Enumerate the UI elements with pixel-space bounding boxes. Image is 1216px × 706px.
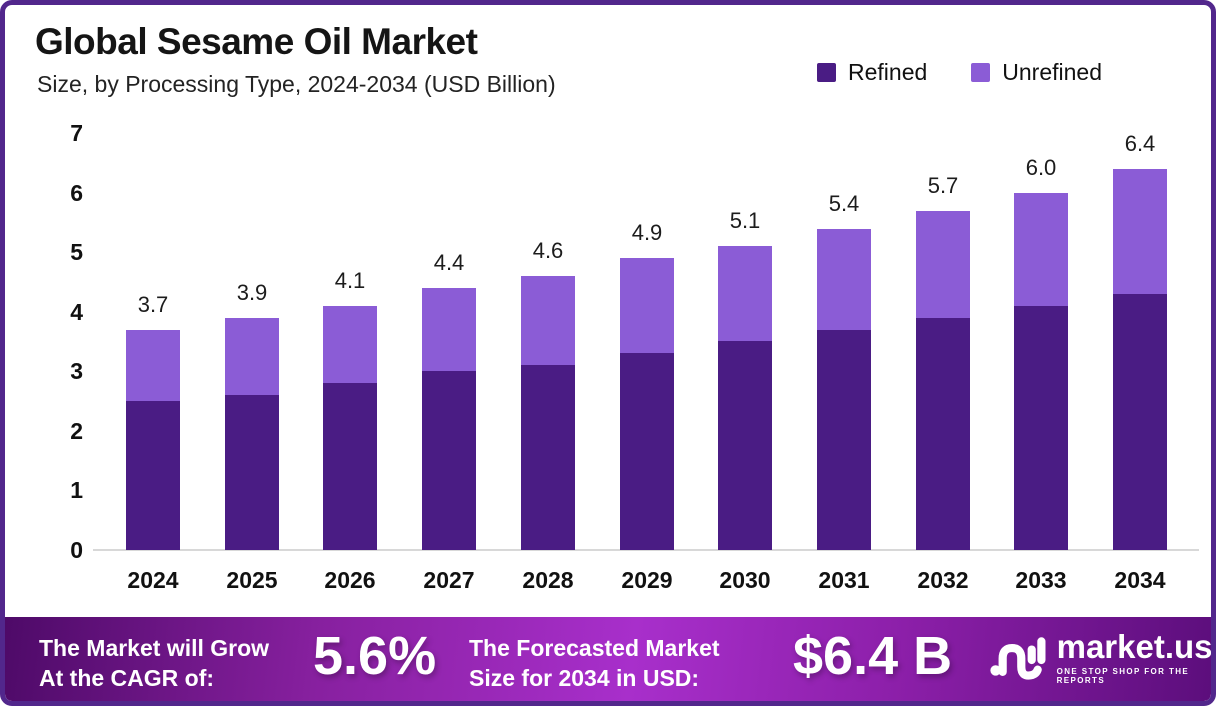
x-axis-label-2033: 2033 (1015, 567, 1067, 593)
bar-total-label: 3.9 (236, 280, 268, 305)
y-axis-tick-label: 5 (70, 239, 83, 266)
bar-total-label: 3.7 (137, 292, 169, 317)
cagr-caption: The Market will Grow At the CAGR of: (39, 633, 269, 693)
legend-item-unrefined: Unrefined (971, 59, 1102, 86)
bar-segment-unrefined (1113, 169, 1167, 294)
bar-2033 (1014, 193, 1068, 550)
x-axis-label-2024: 2024 (127, 567, 179, 593)
x-axis-label-2025: 2025 (226, 567, 278, 593)
y-axis-tick-label: 1 (70, 477, 83, 504)
bar-segment-refined (126, 401, 180, 550)
bar-total-label: 5.7 (927, 173, 959, 198)
page-title: Global Sesame Oil Market (35, 21, 478, 62)
y-axis-tick-label: 7 (70, 120, 83, 146)
bar-total-label: 4.9 (631, 220, 663, 245)
brand-name: market.us (1056, 628, 1213, 665)
y-axis-tick-label: 6 (70, 179, 83, 206)
bar-segment-refined (323, 383, 377, 550)
bar-total-label: 4.1 (334, 268, 366, 293)
bar-2026 (323, 306, 377, 550)
x-axis-label-2028: 2028 (522, 567, 574, 593)
bar-segment-refined (718, 341, 772, 550)
y-axis-tick-label: 2 (70, 417, 83, 444)
forecast-caption-line2: Size for 2034 in USD: (469, 665, 700, 691)
bar-total-label: 4.4 (433, 250, 465, 275)
bar-segment-unrefined (323, 306, 377, 383)
page-subtitle: Size, by Processing Type, 2024-2034 (USD… (37, 71, 556, 97)
y-axis-tick-label: 4 (70, 298, 83, 325)
cagr-caption-line2: At the CAGR of: (39, 665, 215, 691)
x-axis-label-2032: 2032 (917, 567, 969, 593)
bar-total-label: 6.0 (1025, 155, 1057, 180)
y-axis-tick-label: 3 (70, 358, 83, 385)
bar-segment-unrefined (422, 288, 476, 371)
bar-segment-unrefined (620, 258, 674, 353)
brand-text: market.us ONE STOP SHOP FOR THE REPORTS (1056, 628, 1213, 686)
bar-2027 (422, 288, 476, 550)
stacked-bar-chart: 3.7 2024 3.9 2025 4.1 2026 4.4 2027 4.6 2028 4.9 20… (105, 131, 1197, 593)
bar-2034 (1113, 169, 1167, 550)
bar-segment-refined (1113, 294, 1167, 550)
y-axis-tick-label: 0 (70, 537, 83, 563)
bar-segment-refined (620, 353, 674, 550)
chart-legend: Refined Unrefined (817, 59, 1102, 86)
bar-segment-refined (422, 371, 476, 550)
bar-segment-unrefined (718, 246, 772, 341)
legend-item-refined: Refined (817, 59, 927, 86)
unrefined-swatch-icon (971, 63, 991, 82)
x-axis-label-2034: 2034 (1114, 567, 1166, 593)
forecast-value: $6.4 B (793, 626, 953, 686)
bar-segment-refined (1014, 306, 1068, 550)
bar-total-label: 5.1 (729, 208, 761, 233)
bar-2024 (126, 330, 180, 550)
x-axis-baseline (93, 549, 1199, 551)
x-axis-label-2029: 2029 (621, 567, 673, 593)
bar-segment-refined (225, 395, 279, 550)
bar-2025 (225, 318, 279, 550)
brand-tagline: ONE STOP SHOP FOR THE REPORTS (1056, 667, 1190, 685)
footer-banner: The Market will Grow At the CAGR of: 5.6… (5, 617, 1211, 701)
bar-total-label: 5.4 (828, 191, 860, 216)
x-axis-label-2031: 2031 (818, 567, 870, 593)
bar-segment-refined (521, 365, 575, 550)
bar-segment-unrefined (916, 211, 970, 318)
refined-swatch-icon (817, 63, 836, 82)
cagr-caption-line1: The Market will Grow (39, 635, 270, 661)
market-us-logo-icon (990, 637, 1046, 680)
legend-label: Unrefined (1002, 59, 1103, 85)
bar-segment-unrefined (521, 276, 575, 365)
bar-segment-unrefined (1014, 193, 1068, 306)
x-axis-label-2030: 2030 (719, 567, 771, 593)
bar-2030 (718, 246, 772, 550)
bar-total-label: 6.4 (1124, 131, 1156, 156)
bar-2031 (817, 229, 871, 550)
bar-2028 (521, 276, 575, 550)
bar-segment-refined (916, 318, 970, 550)
bar-segment-unrefined (225, 318, 279, 395)
x-axis-label-2027: 2027 (423, 567, 475, 593)
bar-total-label: 4.6 (532, 238, 564, 263)
forecast-caption-line1: The Forecasted Market (469, 635, 720, 661)
market-us-logo: market.us ONE STOP SHOP FOR THE REPORTS (990, 628, 1213, 686)
y-axis: 0 1 2 3 4 5 6 7 (5, 120, 83, 563)
bar-segment-refined (817, 330, 871, 550)
cagr-value: 5.6% (313, 626, 437, 686)
forecast-caption: The Forecasted Market Size for 2034 in U… (469, 633, 720, 693)
bar-segment-unrefined (817, 229, 871, 330)
bar-2032 (916, 211, 970, 550)
bar-segment-unrefined (126, 330, 180, 401)
x-axis-label-2026: 2026 (324, 567, 376, 593)
bar-2029 (620, 258, 674, 550)
legend-label: Refined (848, 59, 928, 85)
